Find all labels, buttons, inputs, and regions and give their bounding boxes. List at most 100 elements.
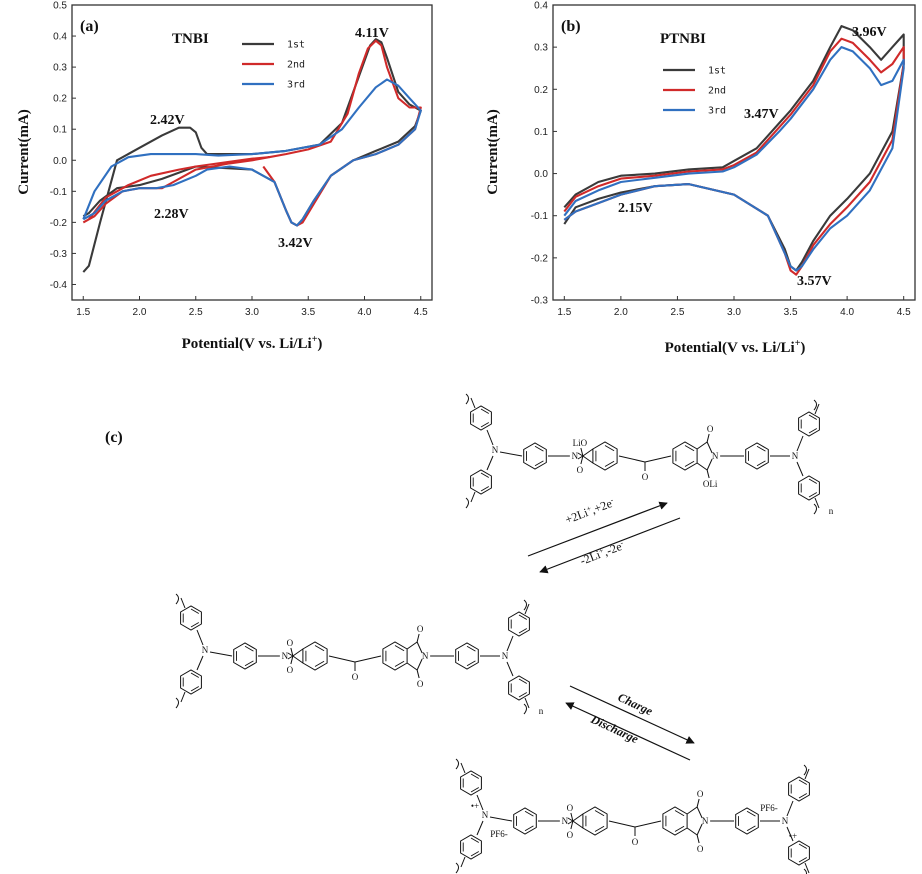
x-tick-label: 4.5	[897, 307, 911, 318]
cv-panel-a: 1.5 2.0 2.5 3.0 3.5 4.0 4.5 -0.4 -0.3 -0.2 -0.1 0.0…	[16, 1, 433, 352]
amine-nitrogen-label: N	[792, 451, 799, 461]
amine-nitrogen-label: N	[782, 816, 789, 826]
y-tick-label: 0.0	[534, 169, 548, 180]
benzene-ring	[302, 641, 328, 671]
bond	[706, 458, 713, 471]
peak-label-2.42: 2.42V	[150, 113, 185, 128]
double-bond	[466, 645, 476, 652]
y-tick-label: 0.2	[53, 94, 67, 105]
series-line-1st	[563, 25, 905, 272]
y-tick-label: -0.3	[50, 249, 68, 260]
bond	[804, 768, 810, 780]
y-tick-label: 0.1	[534, 127, 548, 138]
double-bond	[314, 660, 325, 667]
nitrogen-label: N	[702, 816, 709, 826]
x-tick-label: 4.5	[414, 307, 428, 318]
benzene-ring	[470, 469, 492, 495]
oxygen-label: O	[697, 844, 704, 854]
bond	[696, 806, 703, 819]
bond	[416, 641, 423, 654]
peak-label-3.96: 3.96V	[852, 25, 887, 40]
benzene-ring	[672, 441, 698, 471]
double-bond	[524, 825, 534, 832]
bond	[290, 655, 294, 665]
benzene-ring	[592, 441, 618, 471]
oxygen-label: O	[287, 665, 294, 675]
y-tick-label: -0.4	[50, 280, 68, 291]
x-tick-label: 2.0	[133, 307, 147, 318]
double-bond	[798, 779, 808, 785]
y-tick-label: 0.3	[53, 63, 67, 74]
x-axis-label: Potential(V vs. Li/Li+)	[665, 338, 806, 356]
bond	[572, 820, 584, 829]
peak-label-3.47: 3.47V	[744, 107, 779, 122]
x-tick-label: 3.5	[784, 307, 798, 318]
bond	[180, 691, 186, 703]
bond	[486, 455, 494, 471]
polymer-bracket	[813, 503, 817, 515]
double-bond	[798, 793, 808, 799]
nitrogen-label: N	[282, 651, 289, 661]
double-bond	[808, 492, 818, 498]
series-line-3rd	[82, 78, 422, 227]
double-bond	[798, 843, 808, 849]
panel-label: (c)	[105, 429, 123, 446]
benzene-ring	[523, 442, 547, 470]
ketone-oxygen-label: O	[352, 672, 359, 682]
peak-label-3.42: 3.42V	[278, 236, 313, 251]
discharge-arrow	[565, 702, 691, 761]
bond	[582, 455, 594, 464]
bond	[567, 817, 574, 822]
y-tick-label: -0.2	[531, 253, 549, 264]
x-tick-label: 4.0	[840, 307, 854, 318]
double-bond	[470, 787, 480, 793]
nitrogen-label: N	[572, 451, 579, 461]
double-bond	[534, 445, 544, 452]
bond	[570, 812, 574, 822]
double-bond	[470, 773, 480, 779]
chart-title: TNBI	[172, 31, 209, 47]
nitrogen-label: N	[712, 451, 719, 461]
benzene-ring	[788, 840, 810, 866]
counter-ion-label: PF6-	[490, 829, 508, 839]
bond	[328, 655, 356, 663]
ketone-oxygen-label: O	[642, 472, 649, 482]
bond	[416, 669, 420, 679]
repeat-unit-n-label: n	[819, 871, 824, 874]
series-line-2nd	[563, 37, 905, 276]
forward-arrow	[527, 501, 668, 557]
nitrogen-label: N	[422, 651, 429, 661]
bond	[804, 862, 810, 874]
x-tick-label: 4.0	[358, 307, 372, 318]
reaction-scheme: (c) +2Li+,+2e- -2Li+,-2e- Charge Dischar…	[105, 393, 834, 874]
plot-frame	[552, 4, 916, 301]
double-bond	[518, 678, 528, 684]
x-tick-label: 1.5	[557, 307, 571, 318]
bond	[196, 655, 204, 671]
double-bond	[684, 460, 695, 467]
bond	[416, 658, 423, 671]
bond	[406, 641, 418, 650]
double-bond	[808, 478, 818, 484]
y-tick-label: -0.1	[50, 187, 68, 198]
polymer-bracket	[523, 599, 527, 611]
bond	[580, 447, 584, 457]
charge-arrows: Charge Discharge	[565, 685, 695, 761]
y-tick-label: 0.4	[534, 1, 548, 12]
ketone-oxygen-label: O	[632, 837, 639, 847]
bond	[582, 448, 594, 457]
polymer-bracket	[813, 399, 817, 411]
y-tick-label: -0.2	[50, 218, 68, 229]
double-bond	[394, 645, 405, 652]
peak-label-2.15: 2.15V	[618, 201, 653, 216]
bond	[180, 597, 186, 609]
legend-label-1st: 1st	[708, 66, 726, 77]
y-tick-label: -0.1	[531, 211, 549, 222]
peak-label-4.11: 4.11V	[355, 26, 389, 41]
bond	[406, 662, 418, 671]
double-bond	[746, 810, 756, 817]
